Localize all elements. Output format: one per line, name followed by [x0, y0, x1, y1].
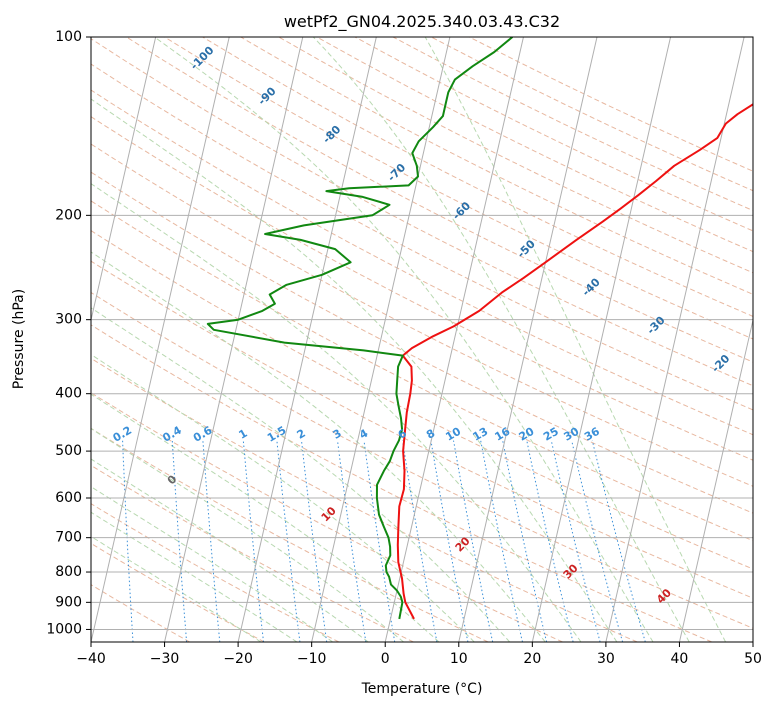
isotherm-line: [164, 37, 304, 642]
moist-adiabat-line: [424, 37, 727, 642]
x-axis: −40 −30 −20 −10 0 10 20 30 40 50: [76, 642, 762, 667]
mixing-ratio-lines: [122, 440, 646, 642]
isotherm-line: [237, 37, 377, 642]
y-tick-label: 800: [55, 564, 82, 580]
y-axis: 100 200 300 400 500 600 700 800 900 1000: [46, 29, 91, 637]
mixing-ratio-line: [571, 440, 624, 642]
isotherm-line: [91, 37, 230, 642]
mixing-ratio-line: [402, 440, 438, 642]
dry-adiabat-line: [91, 200, 753, 542]
x-tick-label: 20: [523, 651, 541, 667]
mixing-ratio-line: [301, 440, 328, 642]
mixing-ratio-line: [526, 440, 574, 642]
isobars: [91, 37, 753, 630]
mixing-ratio-line: [202, 440, 221, 642]
mixing-ratio-line: [276, 440, 301, 642]
mixing-ratio-line: [171, 440, 188, 642]
mixing-ratio-line: [591, 440, 646, 642]
moist-adiabat-line: [91, 486, 333, 642]
dry-adiabat-line: [126, 37, 753, 363]
dry-adiabat-line: [91, 584, 190, 642]
x-tick-label: −40: [76, 651, 106, 667]
isotherm-line: [678, 317, 753, 642]
y-tick-label: 100: [55, 29, 82, 45]
profile-series: [206, 37, 753, 620]
isotherm-line: [752, 639, 753, 642]
mixing-ratio-line: [502, 440, 548, 642]
moist-adiabat-line: [91, 393, 440, 642]
dry-adiabat-line: [91, 38, 753, 387]
mixing-ratio-label: 0.1: [64, 424, 87, 445]
y-axis-title: Pressure (hPa): [11, 289, 27, 389]
isotherm-line: [384, 37, 524, 642]
mixing-ratio-line: [242, 440, 264, 642]
dry-adiabat-line: [202, 37, 753, 317]
isotherm-line: [605, 37, 745, 642]
dry-adiabat-line: [91, 503, 340, 642]
temperature-profile-line: [396, 103, 753, 620]
x-tick-label: 40: [671, 651, 689, 667]
dewpoint-profile-line: [206, 37, 514, 620]
isotherm-line: [531, 37, 672, 642]
plot-area: -100-90-80-70-60-50-40-30-20-100.10.20.4…: [0, 37, 753, 642]
moist-adiabat-line: [91, 353, 475, 642]
mixing-ratio-line: [337, 440, 367, 642]
x-tick-label: 0: [381, 651, 390, 667]
moist-adiabat-line: [154, 37, 654, 642]
x-tick-label: 10: [450, 651, 468, 667]
x-tick-label: −20: [223, 651, 253, 667]
mixing-ratio-line: [122, 440, 134, 642]
dry-adiabat-line: [91, 324, 712, 642]
mixing-ratio-line: [430, 440, 469, 642]
isotherm-line: [311, 37, 451, 642]
dry-adiabat-line: [91, 291, 753, 629]
x-tick-label: 50: [744, 651, 762, 667]
y-tick-label: 600: [55, 490, 82, 506]
dry-adiabat-line: [91, 392, 563, 642]
dry-adiabat-line: [91, 63, 753, 411]
chart-title: wetPf2_GN04.2025.340.03.43.C32: [284, 12, 560, 32]
x-tick-label: −10: [297, 651, 327, 667]
dry-adiabat-line: [91, 171, 753, 514]
dry-adiabat-line: [164, 37, 753, 340]
moist-adiabat-line: [91, 183, 582, 642]
x-axis-title: Temperature (°C): [361, 681, 483, 697]
mixing-ratio-line: [480, 440, 523, 642]
y-tick-label: 700: [55, 530, 82, 546]
y-tick-label: 900: [55, 594, 82, 610]
dry-adiabats: [91, 37, 753, 642]
moist-adiabats: [91, 37, 727, 642]
moist-adiabat-line: [91, 98, 618, 642]
moist-adiabat-line: [91, 427, 404, 642]
y-tick-label: 400: [55, 386, 82, 402]
x-tick-label: 30: [597, 651, 615, 667]
isotherms: [0, 37, 753, 642]
moist-adiabat-line: [91, 307, 511, 642]
moist-adiabat-line: [312, 37, 690, 642]
x-tick-label: −30: [150, 651, 180, 667]
y-tick-label: 1000: [46, 621, 82, 637]
isotherm-line: [458, 37, 598, 642]
y-tick-label: 300: [55, 312, 82, 328]
mixing-ratio-line: [550, 440, 601, 642]
y-tick-label: 500: [55, 443, 82, 459]
y-tick-label: 200: [55, 207, 82, 223]
isotherm-line: [0, 37, 9, 642]
plot-frame: [90, 36, 754, 643]
plot-background: [91, 37, 753, 642]
isotherm-line: [91, 37, 157, 323]
mixing-ratio-line: [453, 440, 494, 642]
